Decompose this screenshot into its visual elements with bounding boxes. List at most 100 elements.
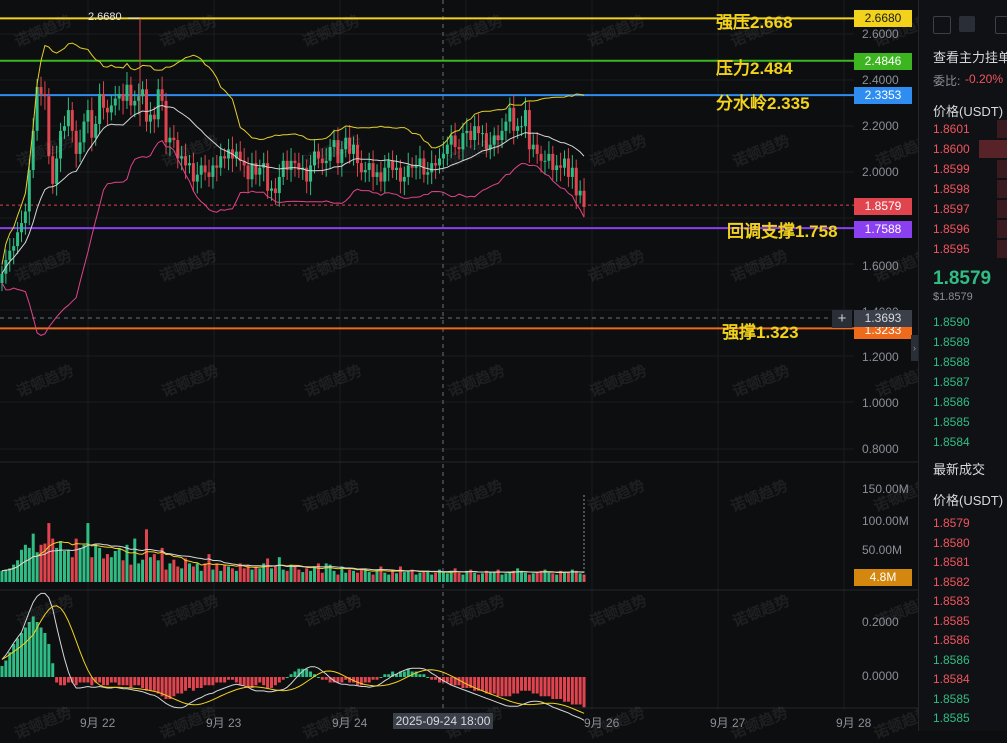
volume-bar (168, 563, 172, 582)
x-tick: 9月 22 (80, 716, 116, 730)
macd-bar (418, 674, 422, 677)
ask-row[interactable]: 1.8601 (933, 122, 970, 136)
macd-bar (55, 677, 59, 683)
macd-bar (289, 674, 293, 677)
ask-row[interactable]: 1.8600 (933, 142, 970, 156)
volume-bar (457, 572, 461, 582)
bid-row[interactable]: 1.8590 (933, 315, 970, 329)
bid-row[interactable]: 1.8589 (933, 335, 970, 349)
trade-row[interactable]: 1.8585 (933, 711, 970, 725)
macd-bar (156, 677, 160, 694)
candle-body (348, 137, 352, 154)
volume-bar (543, 569, 547, 582)
macd-bar (340, 677, 344, 683)
volume-bar (441, 572, 445, 582)
trade-row[interactable]: 1.8582 (933, 574, 970, 589)
volume-bar (43, 543, 47, 582)
trade-row[interactable]: 1.8579 (933, 516, 970, 530)
depth-bar (997, 180, 1007, 198)
candle-body (332, 140, 336, 147)
bid-row[interactable]: 1.8584 (933, 435, 970, 449)
chart-area[interactable]: 诺顿趋势 诺顿趋势 诺顿趋势 诺顿趋势 诺顿趋势 诺顿趋势 诺顿趋势 诺顿趋势 诺顿趋势 诺顿趋势… (0, 0, 935, 743)
candle-body (23, 211, 27, 224)
macd-bar (457, 677, 461, 686)
candle-body (238, 151, 242, 161)
ask-row[interactable]: 1.8596 (933, 222, 970, 236)
trade-row[interactable]: 1.8586 (933, 652, 970, 667)
candle-body (242, 160, 246, 166)
boll-middle-line (1, 104, 585, 275)
trade-row[interactable]: 1.8581 (933, 555, 970, 569)
main-orders-link[interactable]: 查看主力挂单 (933, 50, 1007, 65)
bid-row[interactable]: 1.8588 (933, 355, 970, 369)
macd-bar (219, 677, 223, 683)
candle-body (66, 110, 70, 127)
macd-bar (137, 677, 141, 686)
add-alert-button[interactable]: + (832, 310, 852, 328)
volume-bar (492, 572, 496, 582)
macd-bar (445, 677, 449, 683)
volume-bar (156, 560, 160, 582)
candle-body (492, 135, 496, 145)
ask-row[interactable]: 1.8598 (933, 182, 970, 196)
orderbook-both-icon[interactable] (933, 16, 951, 34)
volume-bar (582, 574, 586, 582)
candle-body (137, 96, 141, 101)
macd-bar (277, 677, 281, 683)
candle-body (113, 98, 117, 106)
volume-bar (109, 557, 113, 582)
expand-panel-handle[interactable]: › (911, 335, 918, 361)
bid-row[interactable]: 1.8585 (933, 415, 970, 429)
candle-body (70, 110, 74, 131)
volume-bar (422, 572, 426, 582)
candle-body (133, 100, 137, 106)
x-tick: 9月 26 (584, 716, 620, 730)
volume-bar (324, 563, 328, 582)
volume-bar (297, 569, 301, 582)
candle-body (180, 156, 184, 159)
candle-body (62, 126, 66, 131)
volume-bar (23, 544, 27, 582)
trade-row[interactable]: 1.8585 (933, 613, 970, 628)
candle-body (109, 105, 113, 113)
trade-row[interactable]: 1.8585 (933, 691, 970, 706)
bid-row[interactable]: 1.8586 (933, 395, 970, 409)
candle-body (82, 121, 86, 143)
volume-bar (332, 570, 336, 582)
candle-body (418, 158, 422, 166)
macd-bar (492, 677, 496, 694)
volume-bar (414, 574, 418, 582)
depth-bar (997, 200, 1007, 218)
ask-row[interactable]: 1.8595 (933, 242, 970, 256)
macd-bar (223, 677, 227, 683)
ask-row[interactable]: 1.8599 (933, 162, 970, 176)
trade-row[interactable]: 1.8584 (933, 672, 970, 686)
macd-dea-line (1, 605, 585, 714)
trade-row[interactable]: 1.8580 (933, 535, 970, 550)
macd-bar (309, 671, 313, 677)
trade-row[interactable]: 1.8586 (933, 633, 970, 647)
orderbook-asks-icon[interactable] (995, 16, 1007, 34)
macd-bar (547, 677, 551, 697)
orderbook-bids-icon[interactable] (959, 16, 975, 32)
candle-body (543, 160, 547, 162)
macd-bar (551, 677, 555, 699)
candle-body (12, 246, 16, 251)
depth-bar (997, 240, 1007, 258)
candle-body (156, 89, 160, 120)
volume-bar (113, 551, 117, 582)
volume-bar (250, 569, 254, 582)
candle-body (480, 133, 484, 135)
macd-bar (121, 677, 125, 686)
bid-row[interactable]: 1.8587 (933, 375, 970, 389)
boll-lower-line (1, 140, 585, 336)
candlestick-chart[interactable] (0, 0, 918, 731)
ask-row[interactable]: 1.8597 (933, 202, 970, 216)
trade-row[interactable]: 1.8583 (933, 594, 970, 608)
macd-bar (160, 677, 164, 697)
volume-bar (520, 570, 524, 582)
volume-y-tick: 50.00M (862, 543, 903, 557)
candle-body (141, 89, 145, 97)
price-tag-pullback-support: 1.7588 (854, 221, 912, 238)
trades-title[interactable]: 最新成交 (933, 462, 986, 477)
